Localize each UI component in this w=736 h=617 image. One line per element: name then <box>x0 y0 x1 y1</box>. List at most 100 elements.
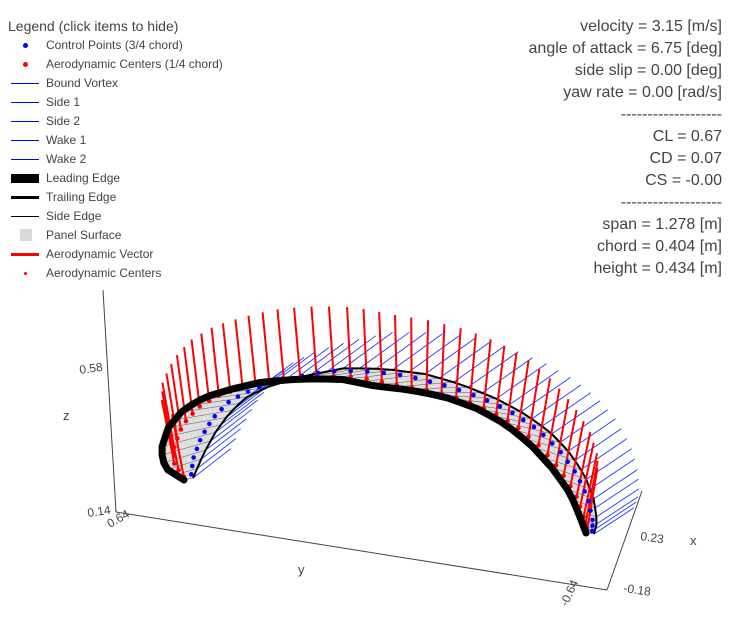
wake-line <box>375 332 427 370</box>
aerodynamic-vector <box>579 442 595 507</box>
control-point <box>397 372 403 378</box>
aerodynamic-center <box>171 445 177 450</box>
control-point <box>197 437 203 443</box>
legend-label: Wake 2 <box>46 152 87 166</box>
aerodynamic-vector <box>506 352 518 422</box>
legend-swatch <box>8 36 42 55</box>
wake-line <box>424 337 476 375</box>
control-point <box>442 383 447 388</box>
control-point <box>456 387 462 393</box>
wake-line <box>593 507 635 535</box>
wake-line <box>594 501 637 530</box>
aerodynamic-vector <box>247 315 257 385</box>
legend-label: Side 2 <box>46 114 81 128</box>
aerodynamic-vector <box>575 431 592 497</box>
legend-item[interactable]: Leading Edge <box>8 169 223 188</box>
aerodynamic-vector <box>455 328 462 398</box>
legend-swatch <box>8 169 42 188</box>
wake-line <box>408 335 460 373</box>
aerodynamic-vector <box>425 320 430 391</box>
control-point <box>219 406 224 412</box>
control-point <box>572 469 577 474</box>
aerodynamic-center <box>174 436 180 441</box>
legend-item[interactable]: Trailing Edge <box>8 188 223 207</box>
aerodynamic-vector <box>190 339 201 407</box>
control-point <box>484 398 490 403</box>
legend-item[interactable]: Side 2 <box>8 112 223 131</box>
info-line: CS = -0.00 <box>645 172 722 189</box>
x-axis-title: x <box>690 533 697 548</box>
legend-item[interactable]: Wake 1 <box>8 131 223 150</box>
control-point <box>212 414 218 419</box>
legend: Legend (click items to hide) Control Poi… <box>8 16 223 283</box>
legend-item[interactable]: Aerodynamic Centers <box>8 264 223 283</box>
legend-item[interactable]: Bound Vortex <box>8 74 223 93</box>
wake-line <box>196 438 237 469</box>
control-point <box>588 508 593 513</box>
control-point <box>348 368 353 374</box>
aerodynamic-vector <box>210 327 220 396</box>
aerodynamic-center <box>172 461 177 466</box>
side-edge-line <box>357 373 426 383</box>
info-separator: ------------------- <box>620 194 722 211</box>
wake-line <box>210 409 253 442</box>
wake-line <box>467 351 519 388</box>
legend-swatch <box>8 150 42 169</box>
wake-line <box>439 341 491 379</box>
side-edge-line <box>168 417 227 428</box>
control-point <box>364 369 370 374</box>
aerodynamic-center <box>516 425 521 431</box>
control-point <box>541 432 546 438</box>
info-line: angle of attack = 6.75 [deg] <box>528 40 722 57</box>
z-tick-label-1: 0.14 <box>86 503 111 520</box>
control-point <box>381 370 387 376</box>
legend-item[interactable]: Wake 2 <box>8 150 223 169</box>
legend-item[interactable]: Aerodynamic Vector <box>8 245 223 264</box>
aerodynamic-center <box>183 418 189 424</box>
wake-line <box>596 488 640 518</box>
aerodynamic-vector <box>537 378 552 446</box>
info-line: CD = 0.07 <box>649 150 722 167</box>
aerodynamic-vector <box>293 307 302 378</box>
wake-line <box>482 357 533 394</box>
legend-item[interactable]: Aerodynamic Centers (1/4 chord) <box>8 55 223 74</box>
x-tick-label-0: 0.23 <box>640 529 665 546</box>
legend-swatch <box>8 74 42 93</box>
legend-item[interactable]: Control Points (3/4 chord) <box>8 36 223 55</box>
legend-items: Control Points (3/4 chord) Aerodynamic Ce… <box>8 36 223 283</box>
legend-item[interactable]: Panel Surface <box>8 226 223 245</box>
info-line: CL = 0.67 <box>652 128 722 145</box>
wake-line <box>559 409 609 443</box>
aerodynamic-center <box>176 467 181 473</box>
control-point <box>582 489 587 494</box>
aerodynamic-vector <box>482 339 492 409</box>
legend-label: Control Points (3/4 chord) <box>46 38 183 52</box>
wake-line <box>192 448 232 479</box>
info-line: yaw rate = 0.00 [rad/s] <box>563 84 722 101</box>
legend-label: Panel Surface <box>46 228 122 242</box>
wake-line <box>508 370 559 406</box>
wake-line <box>359 331 410 369</box>
control-point <box>245 389 251 394</box>
aerodynamic-vector <box>276 309 285 379</box>
control-point <box>510 410 515 416</box>
legend-item[interactable]: Side Edge <box>8 207 223 226</box>
wake-line <box>596 496 639 525</box>
aerodynamic-vector <box>221 323 232 392</box>
x-axis-line <box>606 490 643 591</box>
aerodynamic-center <box>197 404 203 409</box>
control-point <box>589 528 595 534</box>
control-point <box>577 479 583 484</box>
control-point <box>315 370 321 376</box>
control-point <box>497 404 503 409</box>
control-point <box>565 459 570 465</box>
legend-item[interactable]: Side 1 <box>8 93 223 112</box>
aerodynamic-vector <box>161 382 176 448</box>
wake-line <box>585 448 632 480</box>
aerodynamic-vector <box>362 308 368 380</box>
control-point <box>207 421 212 427</box>
legend-swatch <box>8 131 42 150</box>
legend-label: Trailing Edge <box>46 190 117 204</box>
aerodynamic-center <box>545 452 550 458</box>
